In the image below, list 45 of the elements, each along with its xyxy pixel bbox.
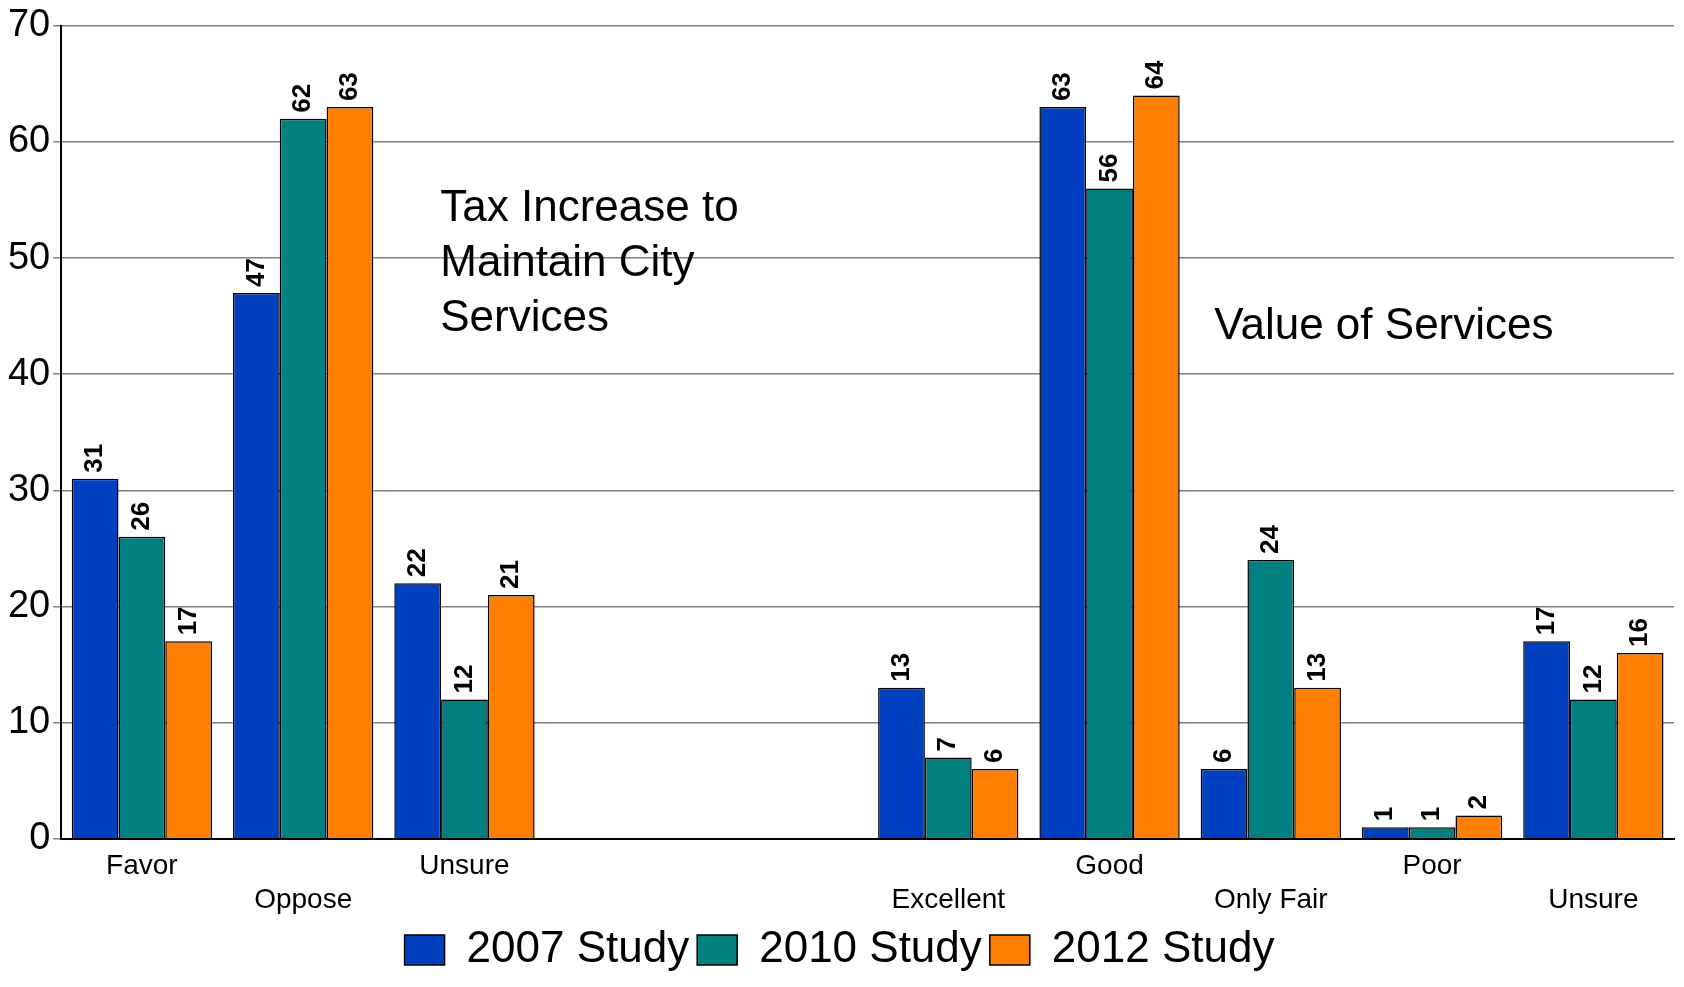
- data-label: 64: [1139, 60, 1170, 90]
- data-label: 17: [1529, 606, 1560, 636]
- data-label: 1: [1368, 806, 1399, 822]
- data-label: 22: [400, 548, 431, 578]
- data-label: 6: [978, 748, 1009, 764]
- data-label: 2: [1462, 795, 1493, 810]
- data-label: 63: [1045, 72, 1076, 102]
- annotation: Value of Services: [1214, 298, 1554, 348]
- x-tick-label: Oppose: [254, 882, 353, 914]
- x-tick-label: Only Fair: [1214, 882, 1328, 914]
- data-label: 21: [494, 559, 525, 589]
- data-label: 63: [333, 72, 364, 102]
- x-tick-label: Excellent: [891, 882, 1006, 914]
- data-label: 26: [125, 501, 156, 531]
- data-label: 62: [286, 83, 317, 113]
- y-tick-label: 30: [7, 466, 51, 509]
- data-label: 56: [1092, 153, 1123, 183]
- x-tick-label: Unsure: [1548, 882, 1639, 914]
- y-tick-label: 40: [7, 350, 51, 393]
- data-label: 6: [1207, 748, 1238, 764]
- x-tick-label: Good: [1075, 849, 1144, 881]
- y-tick-label: 70: [7, 2, 51, 45]
- data-label: 24: [1253, 524, 1284, 555]
- data-label: 7: [931, 737, 962, 752]
- annotation: Tax Increase to Maintain City Services: [440, 180, 739, 340]
- data-label: 1: [1415, 806, 1446, 822]
- y-tick-label: 0: [29, 815, 51, 858]
- data-label: 13: [1300, 652, 1331, 682]
- x-tick-label: Unsure: [419, 849, 510, 881]
- x-tick-label: Poor: [1402, 849, 1462, 881]
- y-tick-label: 20: [7, 583, 51, 625]
- data-label: 16: [1623, 618, 1654, 647]
- legend-label: 2007 Study: [466, 922, 690, 972]
- y-tick-label: 50: [7, 234, 51, 277]
- data-label: 31: [78, 443, 109, 473]
- legend-label: 2012 Study: [1051, 922, 1275, 972]
- data-label: 12: [1576, 664, 1607, 694]
- data-label: 12: [447, 664, 478, 694]
- y-tick-label: 10: [7, 699, 51, 742]
- x-tick-label: Favor: [106, 849, 178, 881]
- legend-label: 2010 Study: [759, 922, 982, 972]
- data-label: 13: [884, 652, 915, 682]
- y-tick-label: 60: [7, 118, 51, 161]
- data-label: 17: [171, 606, 202, 636]
- data-label: 47: [239, 258, 270, 287]
